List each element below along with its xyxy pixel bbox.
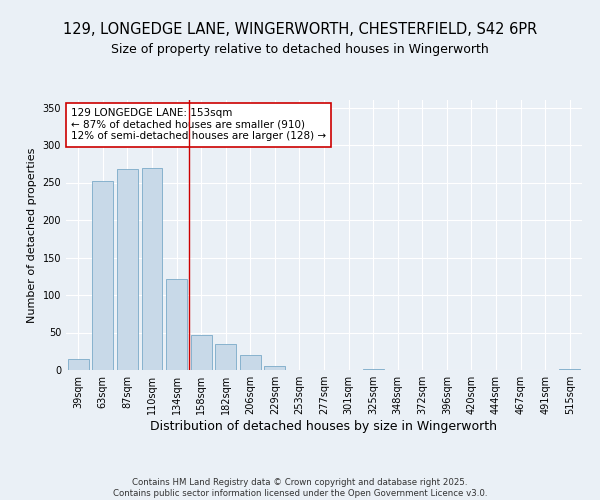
Bar [240,355,261,370]
Bar [191,335,212,370]
Bar [559,368,580,370]
Bar [166,278,187,370]
Bar [265,366,286,370]
Y-axis label: Number of detached properties: Number of detached properties [27,148,37,322]
Bar [362,368,383,370]
X-axis label: Distribution of detached houses by size in Wingerworth: Distribution of detached houses by size … [151,420,497,433]
Bar [92,181,113,370]
Text: 129, LONGEDGE LANE, WINGERWORTH, CHESTERFIELD, S42 6PR: 129, LONGEDGE LANE, WINGERWORTH, CHESTER… [63,22,537,38]
Text: 129 LONGEDGE LANE: 153sqm
← 87% of detached houses are smaller (910)
12% of semi: 129 LONGEDGE LANE: 153sqm ← 87% of detac… [71,108,326,142]
Bar [142,168,163,370]
Bar [68,359,89,370]
Bar [215,344,236,370]
Text: Size of property relative to detached houses in Wingerworth: Size of property relative to detached ho… [111,42,489,56]
Text: Contains HM Land Registry data © Crown copyright and database right 2025.
Contai: Contains HM Land Registry data © Crown c… [113,478,487,498]
Bar [117,169,138,370]
